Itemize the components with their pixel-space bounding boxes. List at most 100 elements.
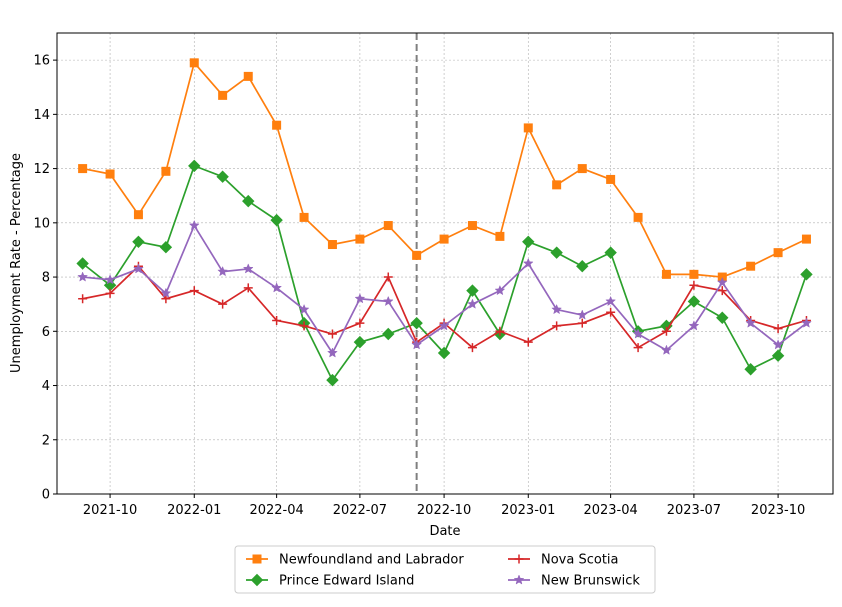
x-tick-label: 2023-04: [583, 503, 637, 518]
data-point-nova-scotia: [78, 294, 88, 304]
data-point-new-brunswick: [271, 282, 283, 293]
data-point-newfoundland-and-labrador: [189, 58, 199, 68]
data-point-newfoundland-and-labrador: [773, 248, 783, 258]
legend-item-nova-scotia: Nova Scotia: [508, 553, 619, 568]
x-axis-label: Date: [429, 524, 460, 539]
data-point-prince-edward-island: [550, 246, 563, 259]
data-point-new-brunswick: [77, 271, 89, 282]
data-point-newfoundland-and-labrador: [327, 240, 337, 250]
data-point-newfoundland-and-labrador: [552, 180, 562, 190]
data-point-newfoundland-and-labrador: [606, 174, 616, 184]
data-point-newfoundland-and-labrador: [661, 269, 671, 279]
data-point-new-brunswick: [494, 284, 506, 296]
series-line-new-brunswick: [82, 224, 807, 354]
data-point-nova-scotia: [327, 329, 337, 339]
data-point-new-brunswick: [327, 347, 338, 358]
data-point-newfoundland-and-labrador: [161, 166, 171, 176]
data-point-new-brunswick: [160, 287, 172, 298]
data-point-new-brunswick: [438, 320, 450, 331]
legend-label: Prince Edward Island: [279, 574, 414, 589]
legend-label: New Brunswick: [541, 574, 640, 589]
data-point-newfoundland-and-labrador: [412, 250, 422, 260]
data-point-new-brunswick: [188, 219, 200, 231]
data-point-prince-edward-island: [437, 346, 451, 360]
data-point-new-brunswick: [716, 276, 728, 288]
data-point-new-brunswick: [133, 263, 144, 274]
legend-label: Nova Scotia: [541, 553, 619, 568]
data-point-new-brunswick: [217, 265, 229, 277]
data-point-prince-edward-island: [410, 316, 423, 330]
legend-marker: [250, 573, 264, 587]
legend-marker: [513, 574, 525, 585]
legend-item-prince-edward-island: Prince Edward Island: [246, 574, 414, 589]
data-point-prince-edward-island: [76, 257, 89, 270]
data-point-newfoundland-and-labrador: [689, 269, 699, 279]
series-newfoundland-and-labrador: [78, 58, 811, 282]
data-point-prince-edward-island: [576, 260, 589, 273]
data-point-newfoundland-and-labrador: [272, 120, 282, 130]
y-tick-label: 0: [42, 488, 50, 503]
data-point-new-brunswick: [104, 274, 116, 285]
data-point-newfoundland-and-labrador: [218, 90, 228, 100]
x-tick-label: 2023-10: [751, 503, 805, 518]
legend-item-new-brunswick: New Brunswick: [508, 574, 640, 589]
data-point-nova-scotia: [689, 280, 699, 290]
y-tick-label: 16: [33, 54, 50, 69]
data-point-nova-scotia: [606, 307, 616, 317]
data-point-nova-scotia: [299, 321, 309, 331]
data-point-prince-edward-island: [522, 235, 535, 249]
x-tick-label: 2023-07: [667, 503, 721, 518]
data-point-newfoundland-and-labrador: [746, 261, 756, 271]
data-point-new-brunswick: [242, 263, 254, 274]
data-point-nova-scotia: [467, 343, 477, 353]
axes: 0 2 4 6 8 10 12 14 16 2021-10 2022-01 2022-04 2022-0…: [33, 54, 805, 518]
data-point-new-brunswick: [801, 317, 812, 328]
data-point-newfoundland-and-labrador: [243, 71, 253, 81]
data-point-new-brunswick: [522, 257, 534, 269]
data-point-nova-scotia: [189, 286, 199, 296]
data-point-newfoundland-and-labrador: [577, 164, 587, 174]
data-point-new-brunswick: [772, 339, 784, 350]
data-point-prince-edward-island: [771, 349, 785, 362]
x-tick-label: 2022-07: [333, 503, 387, 518]
series-prince-edward-island: [76, 159, 813, 387]
data-point-nova-scotia: [523, 337, 533, 347]
data-point-prince-edward-island: [188, 159, 201, 173]
y-tick-label: 10: [33, 216, 50, 231]
data-point-newfoundland-and-labrador: [78, 164, 88, 174]
data-point-newfoundland-and-labrador: [467, 221, 477, 231]
data-point-nova-scotia: [495, 326, 505, 336]
legend-frame: [234, 545, 656, 594]
data-point-nova-scotia: [355, 318, 365, 328]
data-point-new-brunswick: [632, 328, 644, 339]
data-point-prince-edward-island: [132, 235, 145, 249]
data-point-nova-scotia: [272, 315, 282, 325]
data-point-new-brunswick: [745, 317, 757, 328]
data-point-newfoundland-and-labrador: [299, 212, 309, 222]
legend-marker: [252, 554, 262, 564]
data-point-prince-edward-island: [466, 284, 479, 297]
legend-marker: [514, 554, 524, 564]
data-point-newfoundland-and-labrador: [383, 221, 393, 231]
data-point-new-brunswick: [467, 298, 478, 309]
data-point-new-brunswick: [354, 293, 366, 304]
data-point-new-brunswick: [382, 295, 394, 307]
data-point-prince-edward-island: [744, 363, 757, 376]
data-point-new-brunswick: [688, 320, 700, 331]
data-point-nova-scotia: [577, 318, 587, 328]
series-line-newfoundland-and-labrador: [82, 61, 807, 278]
legend-item-newfoundland-and-labrador: Newfoundland and Labrador: [246, 553, 464, 568]
data-point-nova-scotia: [661, 326, 671, 336]
y-tick-label: 2: [42, 433, 50, 448]
data-point-new-brunswick: [298, 303, 310, 315]
data-point-prince-edward-island: [800, 268, 813, 281]
series-layer: [76, 58, 813, 387]
data-point-newfoundland-and-labrador: [133, 210, 143, 220]
data-point-newfoundland-and-labrador: [633, 212, 643, 222]
data-point-new-brunswick: [576, 309, 588, 320]
x-tick-label: 2021-10: [83, 503, 137, 518]
data-point-prince-edward-island: [353, 335, 367, 349]
y-tick-label: 8: [42, 271, 50, 286]
